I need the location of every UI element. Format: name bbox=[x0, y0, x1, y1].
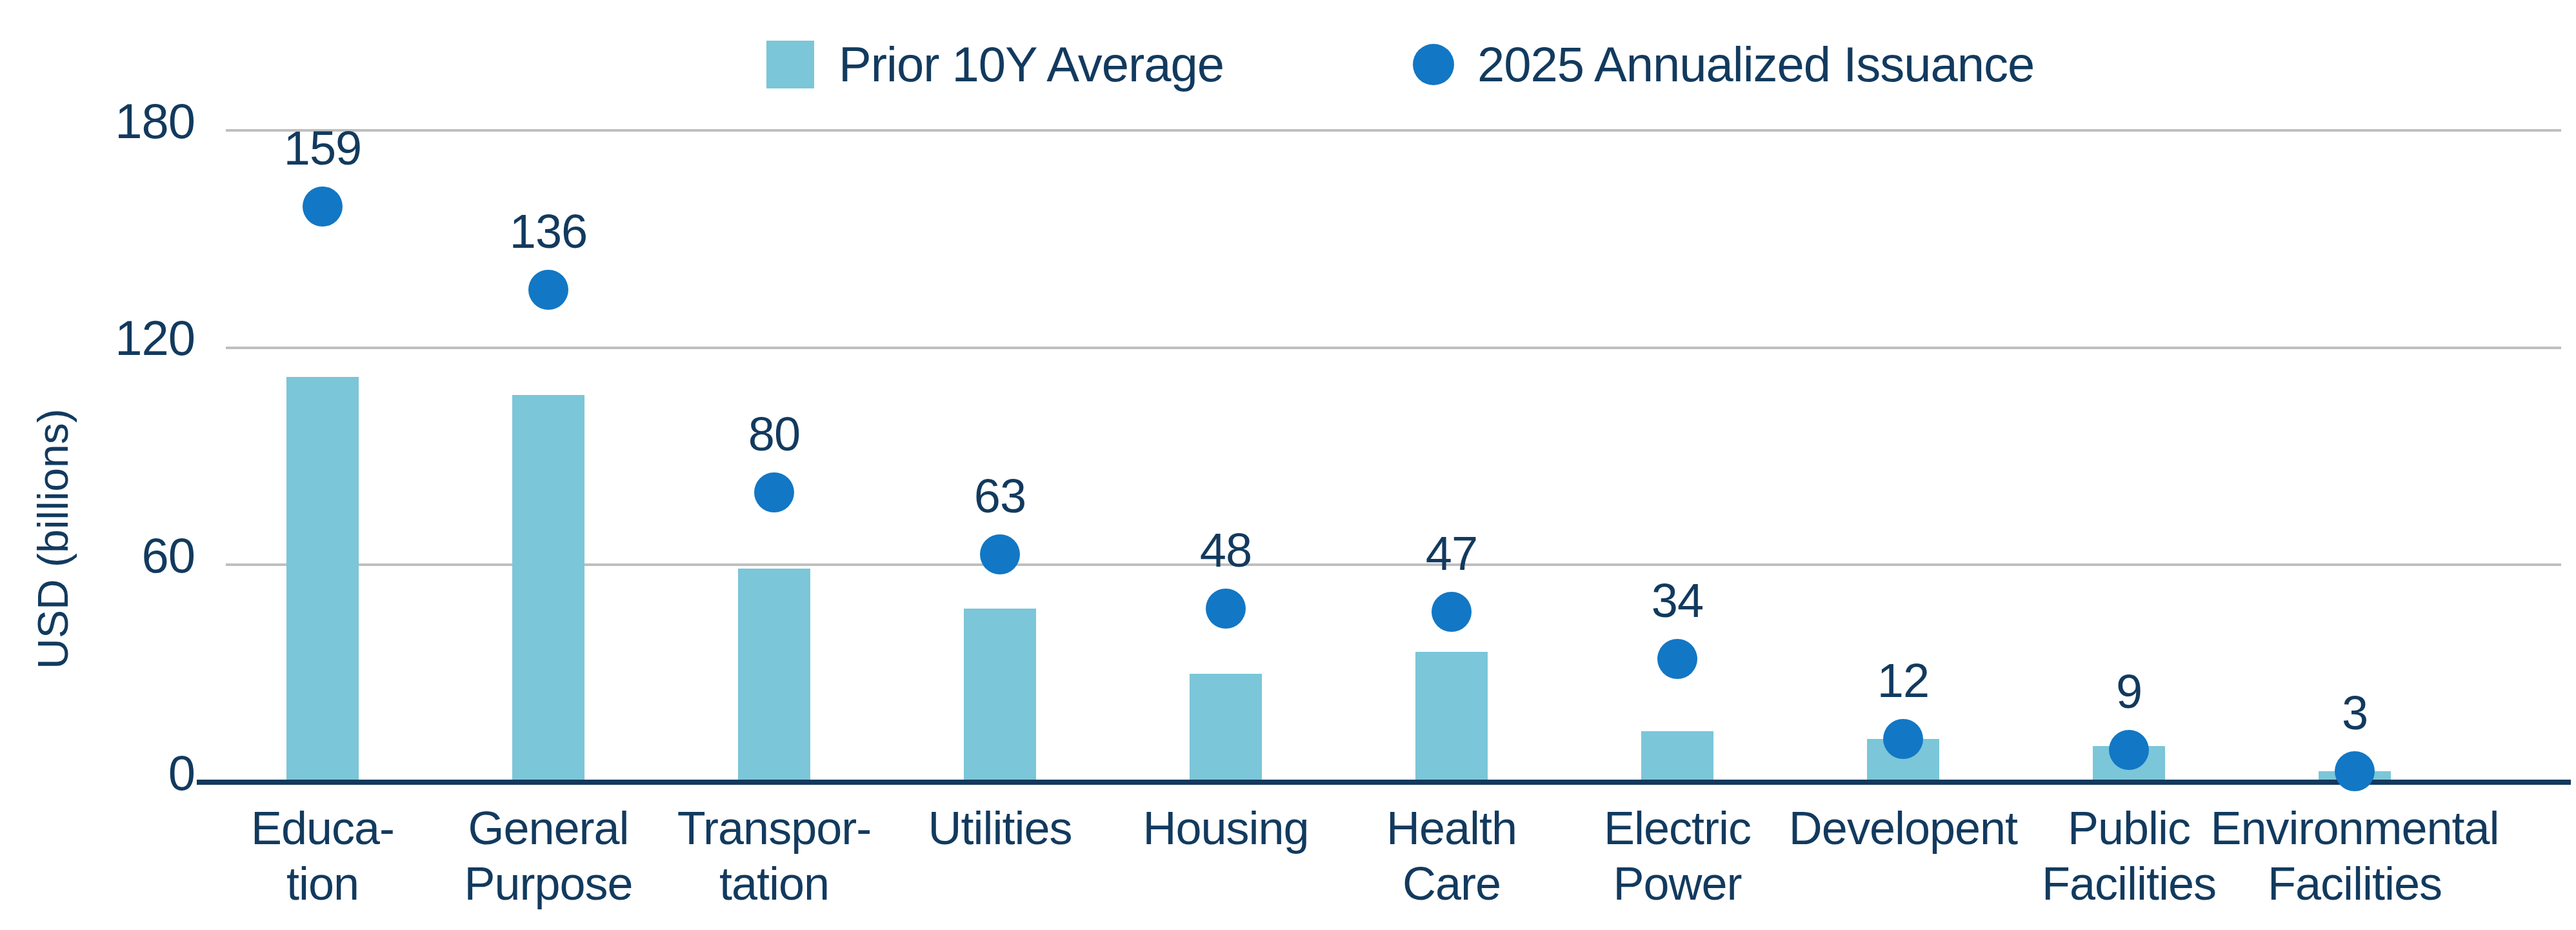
issuance-value-label: 159 bbox=[226, 125, 419, 172]
bar-prior-10y-average bbox=[964, 609, 1036, 782]
legend-item-2025-annualized-issuance: 2025 Annualized Issuance bbox=[1413, 39, 2034, 90]
y-tick-120: 120 bbox=[58, 312, 195, 364]
x-axis-category-label-line: Power bbox=[1529, 856, 1826, 911]
dot-2025-annualized-issuance bbox=[2335, 751, 2375, 791]
issuance-chart: Prior 10Y Average 2025 Annualized Issuan… bbox=[0, 0, 2576, 930]
bar-swatch-icon bbox=[766, 41, 814, 88]
x-axis-category-label-line: tation bbox=[626, 856, 923, 911]
dot-2025-annualized-issuance bbox=[2109, 730, 2149, 770]
bar-prior-10y-average bbox=[1641, 731, 1713, 782]
x-axis-category-label-line: Environmental bbox=[2206, 800, 2503, 856]
x-axis-category-label: EnvironmentalFacilities bbox=[2206, 800, 2503, 911]
bar-prior-10y-average bbox=[286, 377, 359, 782]
bar-prior-10y-average bbox=[738, 569, 810, 782]
x-axis-line bbox=[197, 780, 2571, 785]
dot-2025-annualized-issuance bbox=[754, 472, 794, 512]
issuance-value-label: 34 bbox=[1581, 577, 1774, 625]
issuance-value-label: 9 bbox=[2032, 668, 2226, 716]
issuance-value-label: 80 bbox=[677, 410, 871, 458]
issuance-value-label: 3 bbox=[2258, 689, 2451, 737]
dot-2025-annualized-issuance bbox=[303, 187, 343, 227]
legend-item-prior-10y-average: Prior 10Y Average bbox=[766, 39, 1224, 90]
legend-label-prior-10y-average: Prior 10Y Average bbox=[839, 39, 1224, 90]
y-tick-0: 0 bbox=[58, 747, 195, 799]
gridline-180 bbox=[226, 129, 2561, 132]
issuance-value-label: 12 bbox=[1806, 657, 2000, 705]
dot-2025-annualized-issuance bbox=[980, 534, 1020, 574]
y-tick-180: 180 bbox=[58, 96, 195, 147]
issuance-value-label: 48 bbox=[1129, 527, 1323, 574]
dot-2025-annualized-issuance bbox=[1883, 719, 1923, 759]
issuance-value-label: 136 bbox=[452, 208, 645, 256]
dot-2025-annualized-issuance bbox=[1657, 639, 1697, 679]
issuance-value-label: 47 bbox=[1355, 530, 1548, 578]
bar-prior-10y-average bbox=[1415, 652, 1488, 782]
dot-2025-annualized-issuance bbox=[1206, 589, 1246, 629]
dot-2025-annualized-issuance bbox=[528, 270, 568, 310]
issuance-value-label: 63 bbox=[903, 472, 1097, 520]
x-axis-category-label-line: Facilities bbox=[2206, 856, 2503, 911]
dot-2025-annualized-issuance bbox=[1432, 592, 1472, 632]
dot-swatch-icon bbox=[1413, 44, 1454, 85]
y-tick-60: 60 bbox=[58, 530, 195, 581]
gridline-120 bbox=[226, 347, 2561, 349]
bar-prior-10y-average bbox=[512, 395, 584, 782]
legend-label-2025-annualized-issuance: 2025 Annualized Issuance bbox=[1477, 39, 2034, 90]
bar-prior-10y-average bbox=[1190, 674, 1262, 782]
